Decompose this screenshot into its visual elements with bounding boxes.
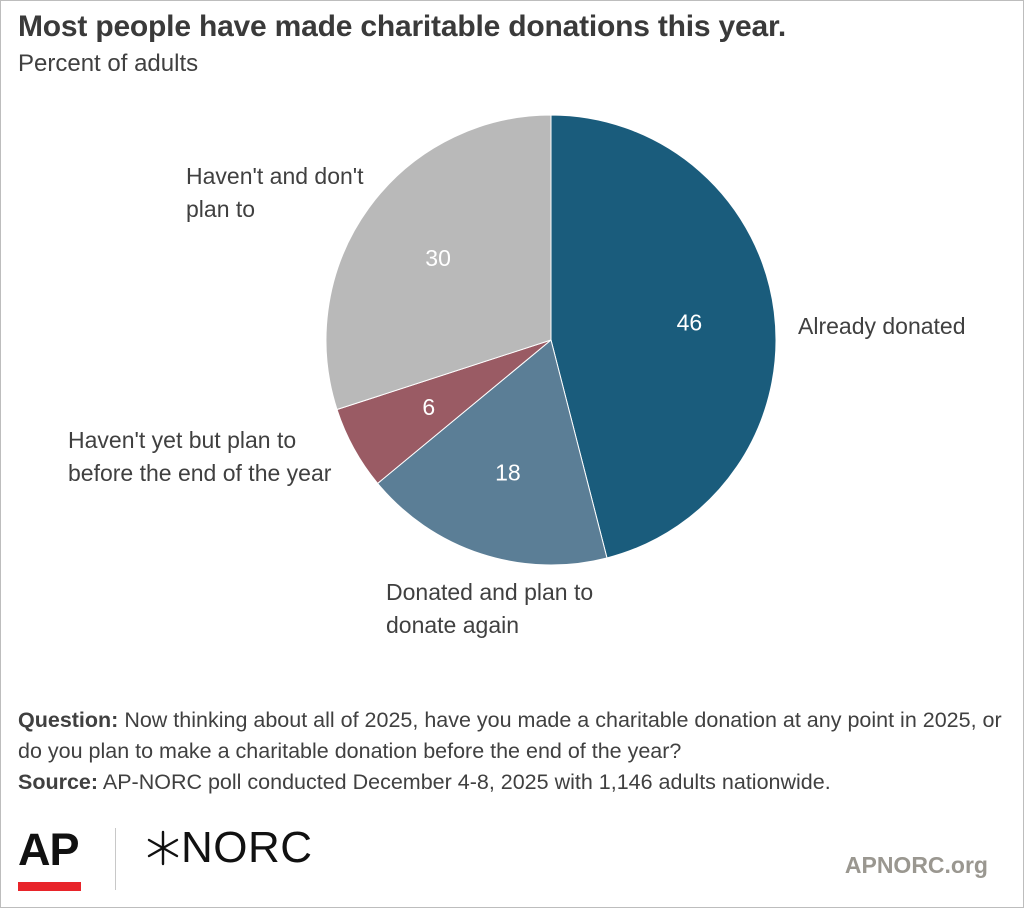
source-label: Source: [18, 770, 98, 794]
question-text: Now thinking about all of 2025, have you… [18, 708, 1002, 763]
site-url: APNORC.org [845, 852, 988, 879]
ap-logo-bar [18, 882, 81, 891]
logo-divider [115, 828, 116, 890]
slice-label-havent-yet-plan: Haven't yet but plan to before the end o… [68, 424, 331, 490]
pie-slices [326, 115, 776, 565]
slice-label-havent-dont-plan: Haven't and don't plan to [186, 160, 364, 226]
question-label: Question: [18, 708, 118, 732]
question-note: Question: Now thinking about all of 2025… [18, 705, 1008, 767]
source-text: AP-NORC poll conducted December 4-8, 202… [98, 770, 831, 794]
norc-logo: NORC [145, 822, 313, 874]
chart-notes: Question: Now thinking about all of 2025… [18, 705, 1008, 798]
norc-star-icon [145, 830, 181, 866]
source-note: Source: AP-NORC poll conducted December … [18, 767, 1008, 798]
pie-value-donated-and-plan-to-donate-again: 18 [495, 460, 521, 486]
pie-value-already-donated: 46 [677, 310, 703, 336]
slice-label-donated-and-plan: Donated and plan to donate again [386, 576, 593, 642]
ap-logo: AP [18, 824, 79, 876]
pie-value-haven-t-yet-but-plan-to-before-the-end-of-the-year: 6 [422, 394, 435, 420]
pie-value-haven-t-and-don-t-plan-to: 30 [425, 245, 451, 271]
slice-label-already-donated: Already donated [798, 310, 966, 343]
norc-logo-text: NORC [181, 823, 313, 873]
